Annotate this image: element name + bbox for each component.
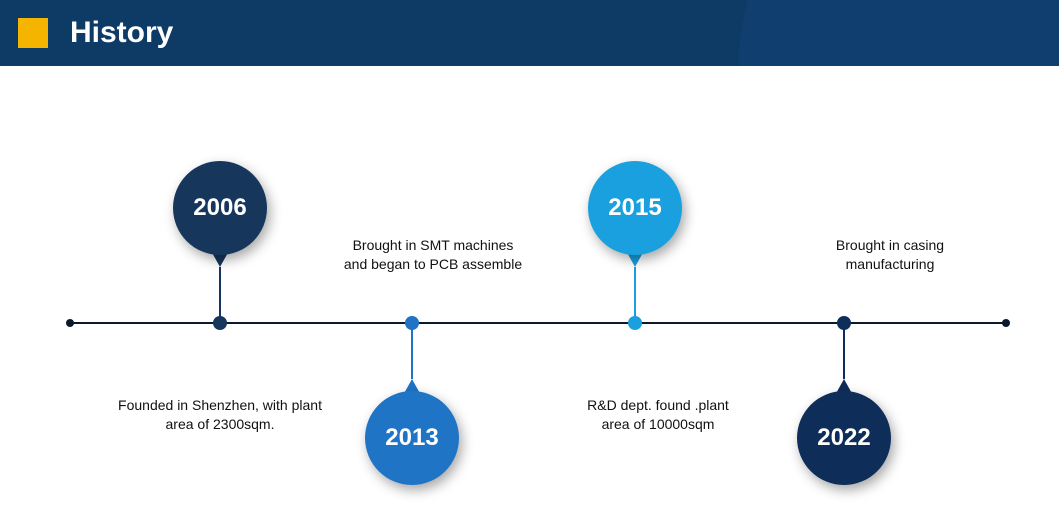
timeline-year-bubble: 2013: [365, 391, 459, 485]
header-accent-square: [18, 18, 48, 48]
header-decorative-arc: [739, 0, 1059, 66]
timeline-year-bubble: 2006: [173, 161, 267, 255]
timeline-axis-end-dot: [66, 319, 74, 327]
timeline-year-label: 2006: [193, 194, 246, 222]
timeline-year-label: 2013: [385, 424, 438, 452]
timeline-stem: [411, 323, 413, 379]
timeline-stem: [219, 267, 221, 323]
timeline-year-label: 2015: [608, 194, 661, 222]
timeline-event-description: Brought in casing manufacturing: [790, 236, 990, 274]
timeline-stem: [843, 323, 845, 379]
page-title: History: [70, 16, 173, 50]
timeline-axis-end-dot: [1002, 319, 1010, 327]
timeline-event-description: Brought in SMT machines and began to PCB…: [318, 236, 548, 274]
timeline-event-description: R&D dept. found .plant area of 10000sqm: [548, 396, 768, 434]
timeline-stem: [634, 267, 636, 323]
timeline-event-description: Founded in Shenzhen, with plant area of …: [90, 396, 350, 434]
timeline-year-bubble: 2022: [797, 391, 891, 485]
header-bar: History: [0, 0, 1059, 66]
timeline-year-label: 2022: [817, 424, 870, 452]
timeline-year-bubble: 2015: [588, 161, 682, 255]
timeline-axis: [70, 322, 1006, 324]
timeline-canvas: 2006 Founded in Shenzhen, with plant area…: [0, 66, 1059, 520]
